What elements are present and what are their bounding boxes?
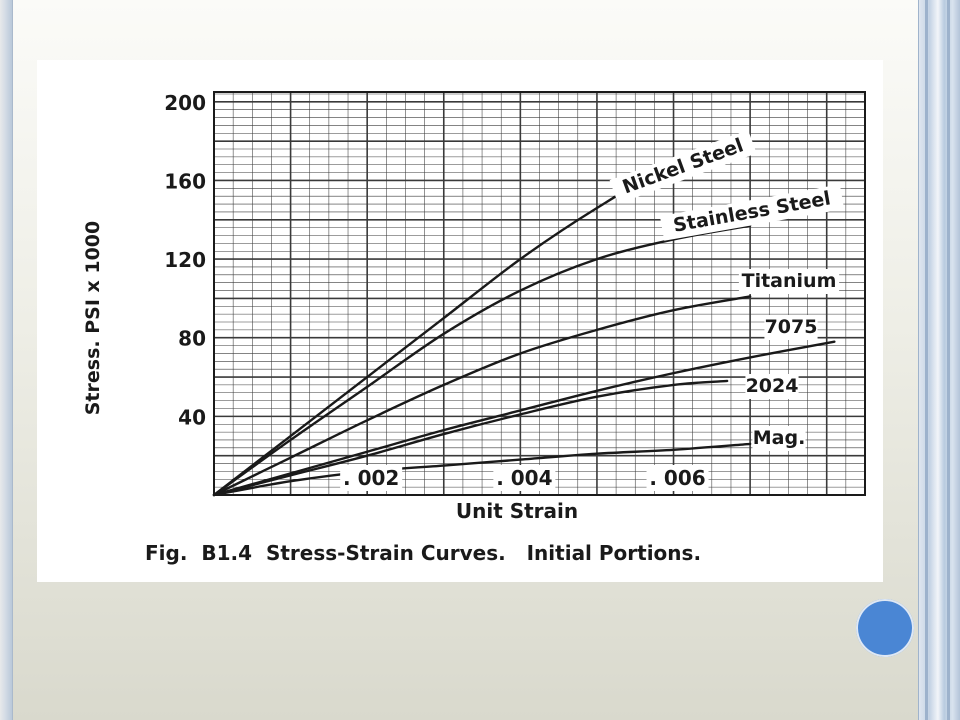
series-label-bg [745,374,799,399]
series-label-bg [764,315,818,340]
series-line [212,340,836,497]
chart-series [212,139,836,497]
y-tick-label: 200 [164,91,206,115]
x-tick-label-group: . 004 [493,465,556,491]
series-label-text: Nickel Steel [620,134,747,198]
series-label-bg [738,269,840,294]
series-label-bg [752,426,806,451]
series-label-text: Titanium [742,270,837,292]
series-label-bg [609,129,757,204]
y-tick-label: 80 [178,327,206,351]
x-tick-label-group: . 006 [646,465,709,491]
x-axis-title: Unit Strain [456,499,578,523]
series-label: 7075 [764,315,818,340]
x-tick-label-bg [340,465,403,491]
chart-grid [213,91,866,496]
y-axis-title: Stress. PSI x 1000 [82,221,104,416]
series-line [212,224,752,497]
series-label: Mag. [752,426,806,451]
y-tick-label: 120 [164,248,206,272]
left-frame-border [0,0,13,720]
figure-image: Stress. PSI x 1000 Unit Strain Fig. B1.4… [37,60,883,582]
right-frame-border [918,0,960,720]
x-tick-label-bg [646,465,709,491]
series-label-text: 2024 [746,375,799,397]
plot-border [213,91,866,496]
y-tick-label: 40 [178,405,206,429]
y-tick-label: 160 [164,169,206,193]
frame-stripe [925,0,928,720]
slide-nav-button[interactable] [856,599,914,657]
series-label-text: 7075 [765,316,818,338]
chart-title: Fig. B1.4 Stress-Strain Curves. Initial … [145,541,701,565]
x-tick-label-group: . 002 [340,465,403,491]
x-tick-label-bg [493,465,556,491]
series-line [212,442,752,497]
series-label: 2024 [745,374,799,399]
series-label-text: Mag. [753,427,806,449]
series-label: Stainless Steel [659,184,845,241]
series-label-text: Stainless Steel [672,187,833,236]
series-label: Titanium [738,269,840,294]
series-line [212,295,752,497]
x-tick-label: . 006 [649,466,705,490]
frame-stripe [947,0,950,720]
x-tick-label: . 004 [496,466,552,490]
series-line [212,379,729,497]
series-label-bg [659,184,845,241]
x-tick-label: . 002 [343,466,399,490]
stress-strain-chart: Stress. PSI x 1000 Unit Strain Fig. B1.4… [82,91,866,565]
